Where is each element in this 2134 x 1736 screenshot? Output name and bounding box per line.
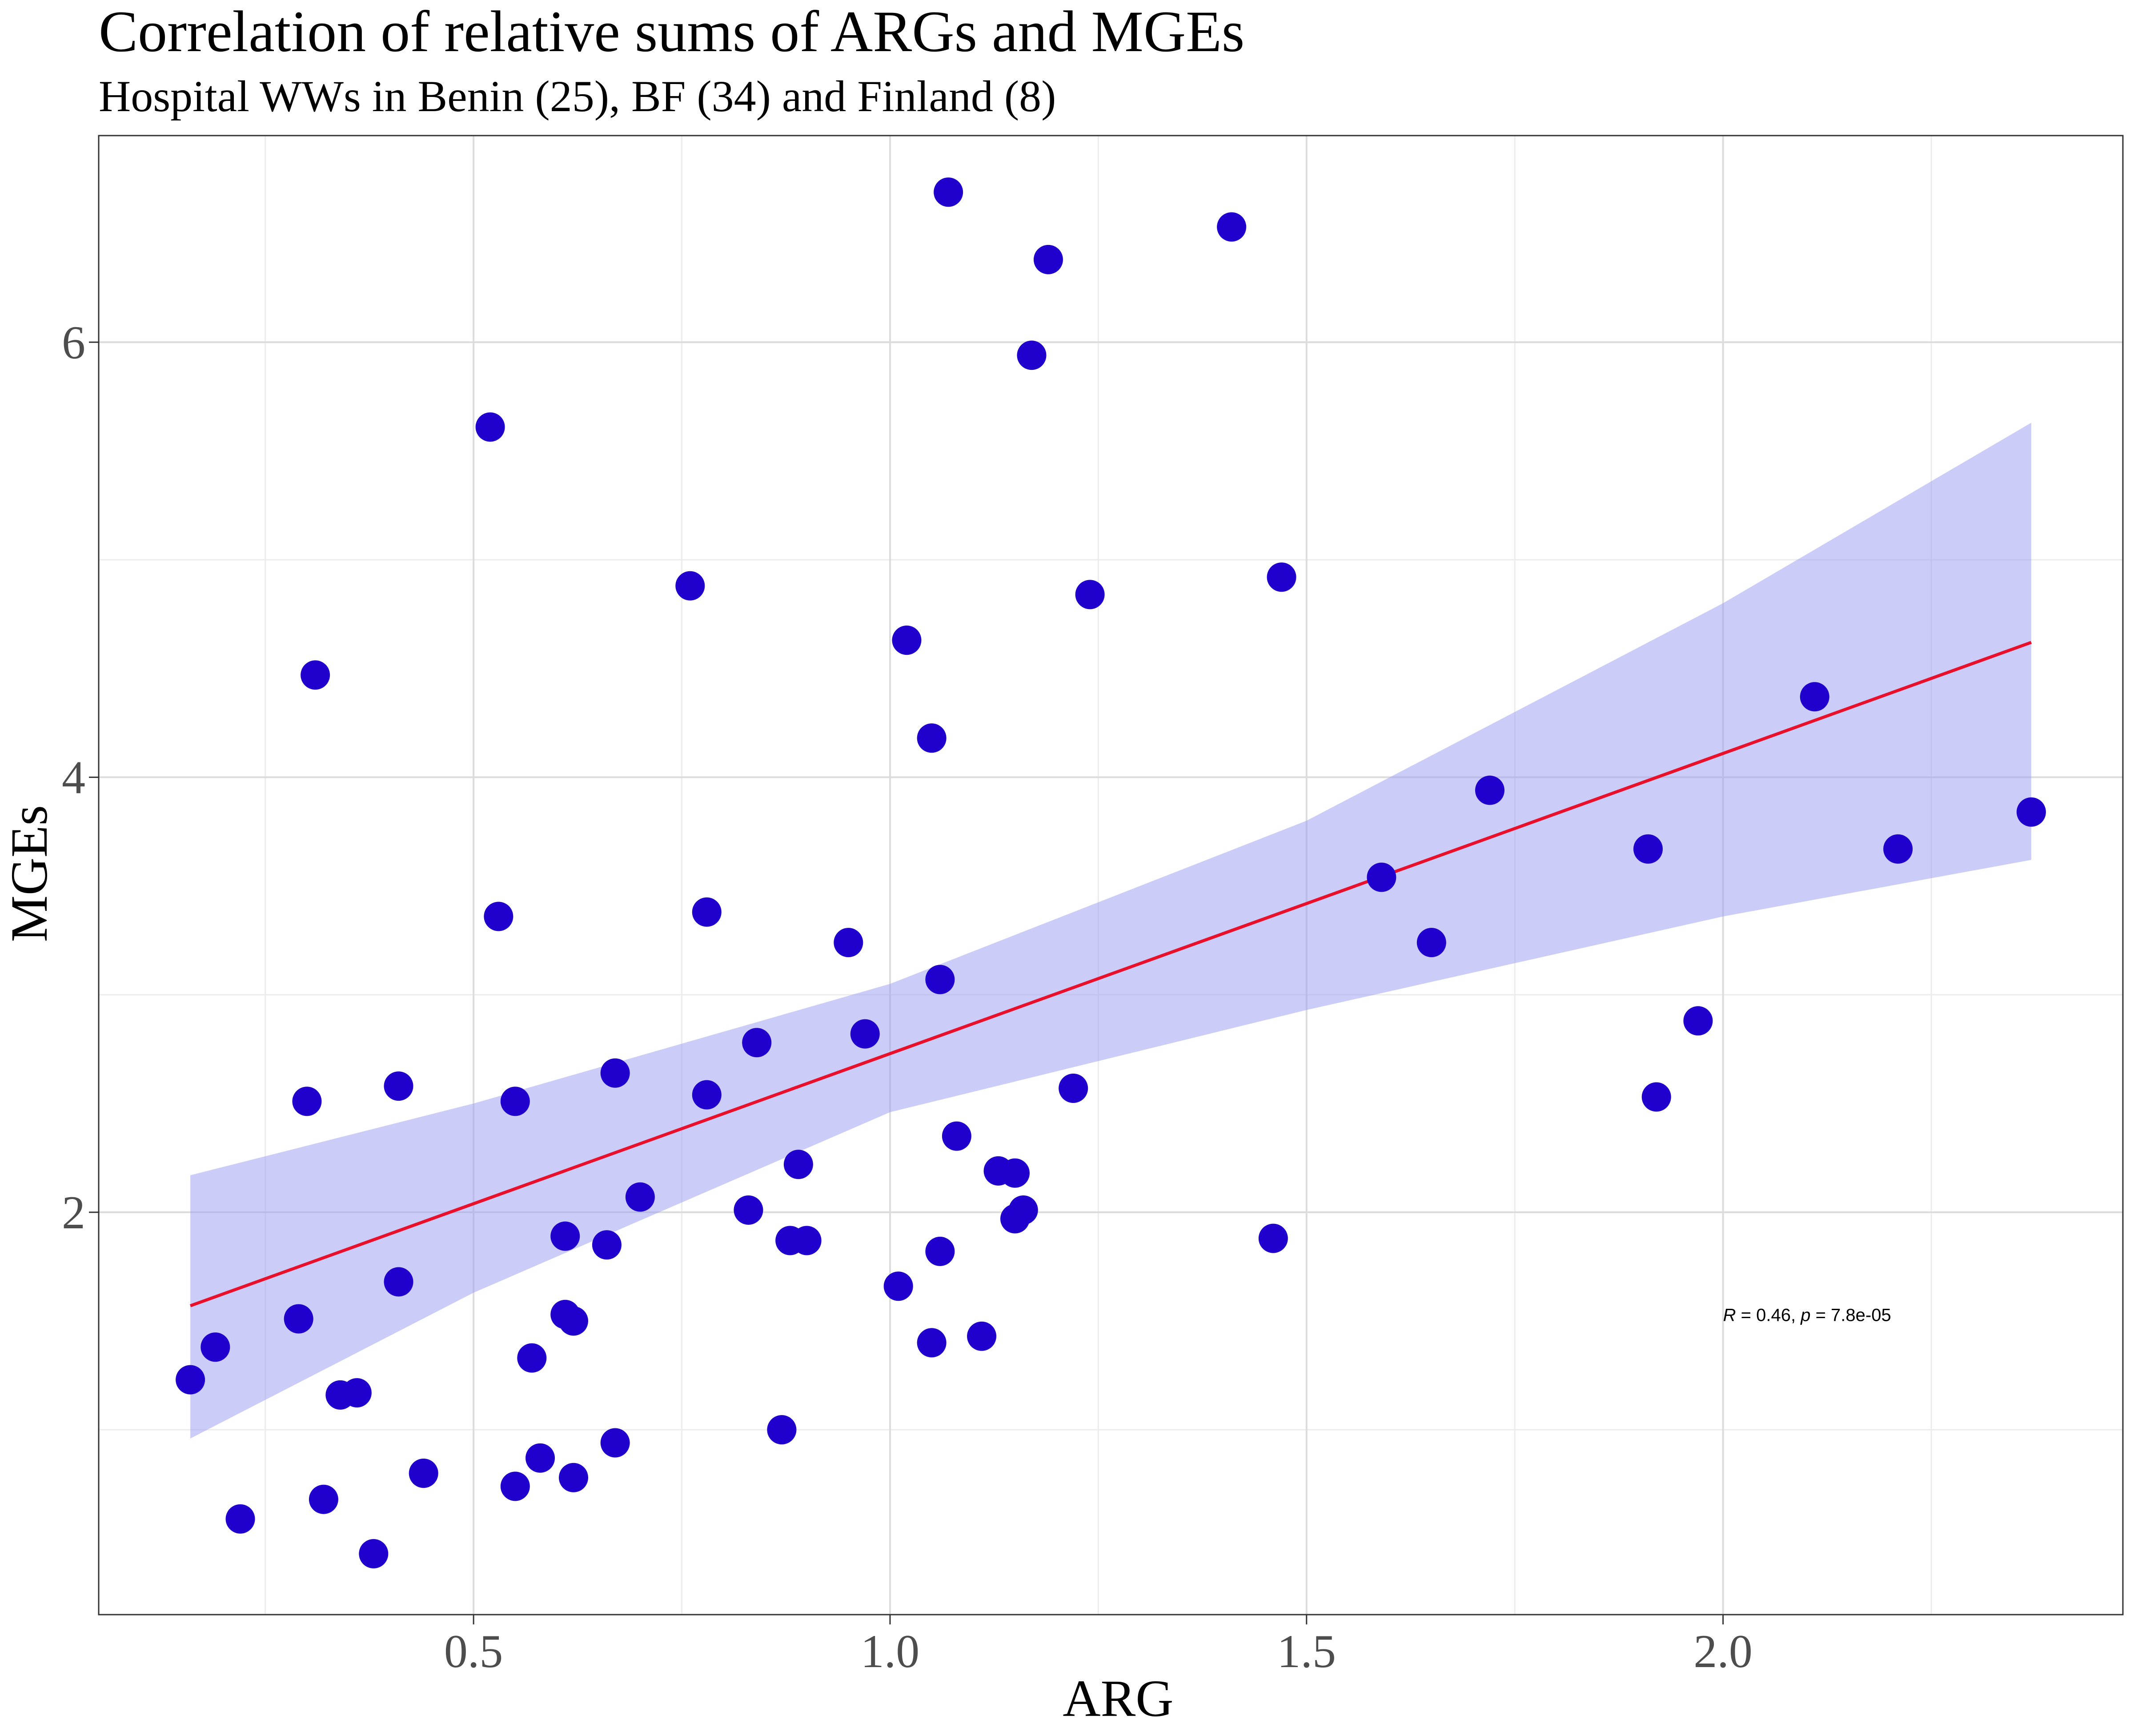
data-point	[1059, 1073, 1088, 1103]
data-point	[359, 1539, 389, 1569]
data-point	[834, 928, 863, 958]
correlation-annotation: R = 0.46, p = 7.8e-05	[1723, 1305, 1891, 1325]
data-point	[692, 1080, 722, 1110]
data-point	[1000, 1158, 1030, 1188]
data-point	[1800, 682, 1829, 712]
chart-subtitle: Hospital WWs in Benin (25), BF (34) and …	[99, 72, 1056, 121]
data-point	[675, 571, 705, 601]
data-point	[1017, 341, 1047, 370]
y-tick-label: 6	[62, 317, 85, 369]
data-point	[558, 1306, 588, 1336]
data-point	[176, 1365, 205, 1395]
x-tick-label: 1.0	[861, 1625, 920, 1677]
p-symbol: p	[1800, 1305, 1810, 1325]
data-point	[925, 1236, 955, 1266]
data-point	[1367, 862, 1396, 892]
data-point	[734, 1195, 763, 1225]
data-point	[225, 1504, 255, 1534]
data-point	[783, 1150, 813, 1179]
r-value: = 0.46,	[1736, 1305, 1801, 1325]
data-point	[384, 1267, 413, 1297]
regression-line-layer	[189, 641, 2032, 1307]
data-point	[1641, 1082, 1671, 1112]
data-point	[500, 1471, 530, 1501]
data-point	[384, 1071, 413, 1101]
data-point	[484, 902, 513, 931]
chart-title: Correlation of relative sums of ARGs and…	[99, 0, 1244, 64]
data-point	[925, 965, 955, 994]
data-point	[934, 177, 963, 207]
y-tick-label: 4	[62, 751, 85, 803]
data-point	[517, 1343, 547, 1373]
x-axis-title: ARG	[1063, 1669, 1173, 1728]
data-point	[201, 1332, 230, 1362]
panel-border	[98, 135, 2124, 1616]
data-point	[500, 1087, 530, 1116]
data-point	[892, 625, 922, 655]
data-point	[942, 1121, 971, 1151]
data-point	[1217, 212, 1247, 242]
axis-ticks: 0.5 1.0 1.5 2.0 2 4 6	[62, 317, 1753, 1677]
x-tick-label: 0.5	[444, 1625, 503, 1677]
data-point	[301, 660, 330, 690]
data-point	[1267, 562, 1296, 592]
data-point	[792, 1226, 822, 1255]
confidence-band	[190, 422, 2031, 1439]
data-point	[742, 1028, 772, 1058]
data-point	[692, 897, 722, 927]
data-point	[600, 1058, 630, 1088]
r-symbol: R	[1723, 1305, 1736, 1325]
confidence-band-layer	[190, 422, 2031, 1439]
data-point	[342, 1378, 372, 1407]
p-value: = 7.8e-05	[1810, 1305, 1891, 1325]
regression-line	[189, 641, 2032, 1307]
y-axis-title: MGEs	[0, 805, 58, 942]
data-point	[767, 1415, 797, 1445]
data-points	[176, 177, 2046, 1569]
data-point	[309, 1484, 338, 1514]
data-point	[475, 412, 505, 442]
data-point	[850, 1019, 880, 1049]
data-point	[1883, 834, 1913, 864]
data-point	[550, 1221, 580, 1251]
data-point	[883, 1271, 913, 1301]
data-point	[917, 1328, 947, 1358]
data-point	[1683, 1006, 1713, 1036]
data-point	[600, 1428, 630, 1458]
data-point	[525, 1443, 555, 1473]
x-tick-label: 2.0	[1693, 1625, 1753, 1677]
data-point	[558, 1463, 588, 1492]
y-tick-label: 2	[62, 1187, 85, 1239]
data-point	[1633, 834, 1663, 864]
data-point	[284, 1304, 313, 1334]
data-point	[409, 1458, 438, 1488]
data-point	[1416, 928, 1446, 958]
data-point	[1475, 775, 1505, 805]
x-tick-label: 1.5	[1277, 1625, 1336, 1677]
data-point	[625, 1182, 655, 1212]
data-point	[1258, 1223, 1288, 1253]
data-point	[292, 1087, 322, 1116]
data-point	[592, 1230, 622, 1260]
data-point	[1033, 245, 1063, 274]
data-point	[967, 1321, 997, 1351]
data-point	[917, 723, 947, 753]
data-point	[2016, 797, 2046, 827]
data-point	[1000, 1204, 1030, 1234]
data-point	[1075, 580, 1105, 609]
